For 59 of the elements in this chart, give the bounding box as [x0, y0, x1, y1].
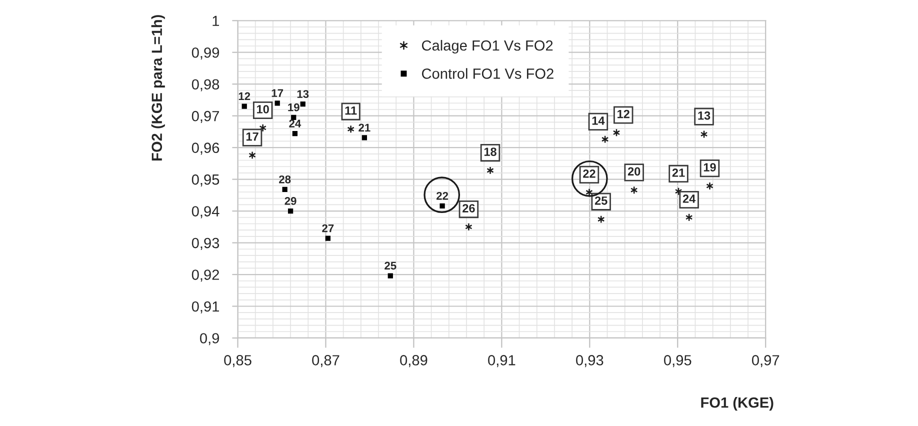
y-tick-label: 0,95: [192, 174, 220, 186]
x-tick-label: 0,85: [224, 355, 252, 368]
point: [388, 273, 393, 278]
annotation: 25: [384, 262, 396, 270]
annotation: 21: [672, 168, 685, 177]
annotation: 13: [297, 90, 309, 98]
y-tick-label: 0,91: [192, 301, 219, 314]
point: [424, 176, 460, 214]
point: [362, 135, 368, 140]
point: [282, 186, 288, 192]
annotation: 13: [698, 111, 710, 120]
y-tick-label: 0,98: [192, 79, 220, 92]
x-axis-title: FO1 (KGE): [701, 397, 774, 411]
point: [242, 104, 247, 109]
point: [440, 203, 445, 209]
annotation: 22: [436, 192, 448, 200]
y-tick-label: 0,93: [192, 238, 220, 250]
annotation: 28: [279, 175, 291, 184]
y-tick-label: 0,94: [192, 206, 220, 218]
y-axis-title: FO2 (KGE para L=1h): [151, 15, 165, 160]
y-tick-label: 0,96: [192, 142, 220, 155]
x-tick-label: 0,93: [576, 355, 604, 368]
annotation: 19: [704, 163, 716, 172]
x-tick-label: 0,95: [664, 355, 692, 368]
x-tick-label: 0,87: [312, 355, 340, 368]
annotation: 12: [238, 92, 250, 100]
point: [325, 236, 331, 241]
y-tick-label: 0,99: [192, 47, 220, 60]
annotation: 29: [284, 197, 296, 205]
annotation: 10: [257, 105, 269, 114]
point: [288, 208, 294, 214]
point: [292, 131, 298, 136]
y-tick-label: 1: [212, 16, 219, 26]
point: [274, 100, 280, 106]
point: [571, 160, 608, 197]
annotation: 27: [322, 224, 334, 232]
x-tick-label: 0,97: [752, 355, 780, 368]
annotation: 14: [592, 116, 605, 125]
x-tick-label: 0,91: [488, 355, 516, 368]
point: [291, 114, 296, 120]
annotation: 21: [358, 124, 370, 132]
y-tick-label: 0,97: [192, 110, 219, 123]
y-tick-label: 0,9: [200, 333, 220, 346]
annotation: 11: [345, 106, 357, 115]
point: [300, 102, 306, 107]
annotation: 12: [618, 110, 630, 118]
annotation: 22: [583, 169, 596, 178]
annotation: 24: [682, 194, 696, 203]
annotation: 24: [289, 120, 302, 128]
y-tick-label: 0,92: [192, 270, 219, 282]
annotation: 25: [594, 196, 608, 205]
x-tick-label: 0,89: [400, 355, 428, 368]
annotation: 17: [272, 89, 284, 97]
annotation: 18: [484, 148, 496, 156]
annotation: 17: [246, 132, 258, 141]
annotation: 19: [288, 103, 300, 112]
legend-label: Control FO1 Vs FO2: [422, 68, 554, 79]
annotation: 26: [462, 204, 475, 212]
annotation: 20: [628, 167, 640, 176]
